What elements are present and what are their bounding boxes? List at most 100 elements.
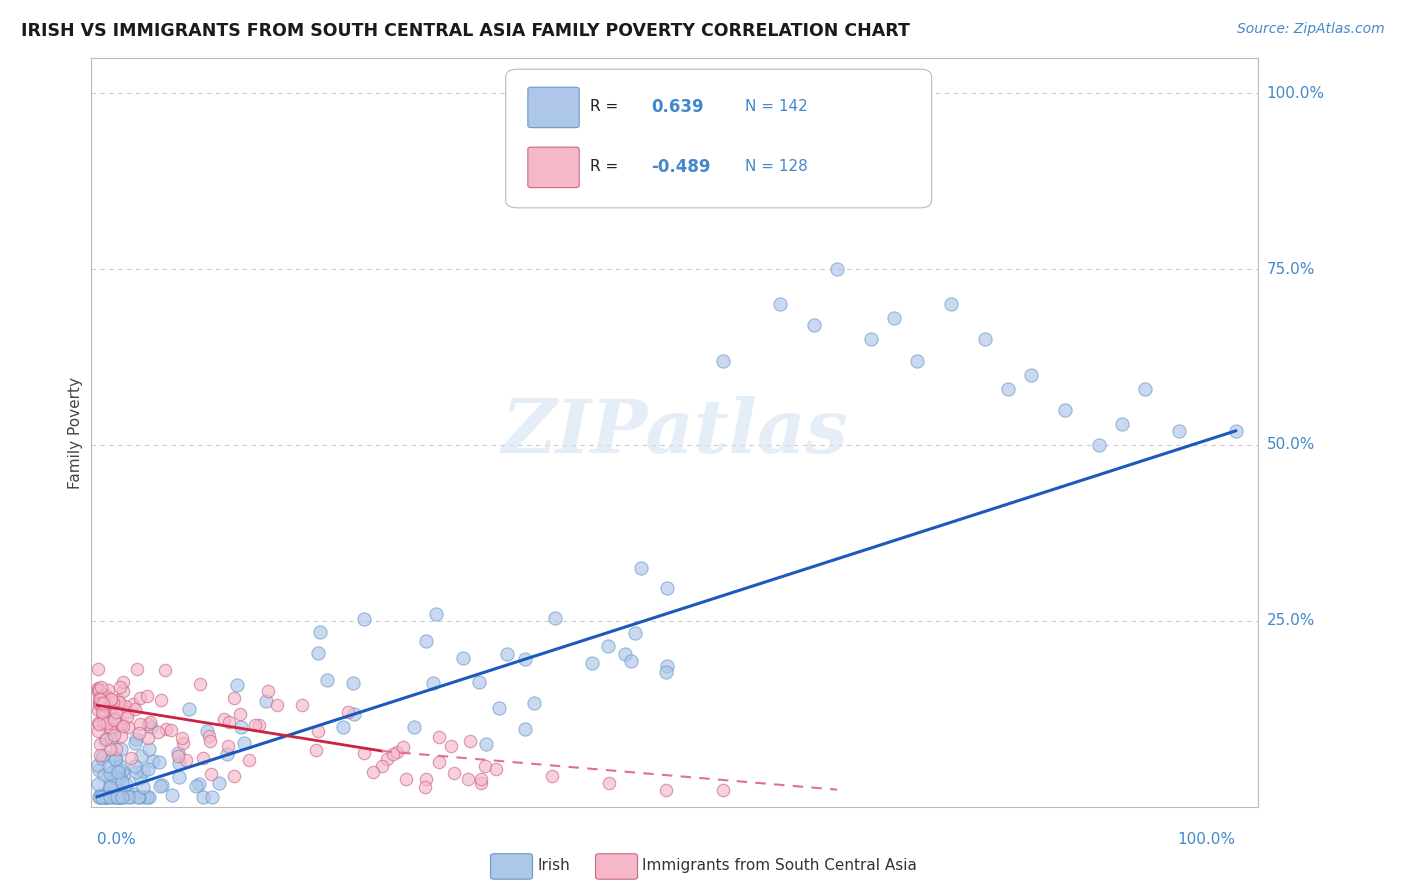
Point [343,707,366,722]
Point [128,789,150,804]
Point [100,692,122,706]
Point [467,674,489,689]
Point [89,788,111,802]
Point [415,772,437,786]
Point [91,751,114,765]
Point [191,751,214,765]
Point [91,747,114,762]
Point [89,692,111,706]
Point [247,717,270,731]
Point [124,735,146,749]
Point [87,776,110,790]
Point [107,692,129,706]
Point [100,789,122,804]
Point [115,777,138,791]
Point [111,789,134,804]
Point [193,789,215,804]
Point [392,739,415,754]
Point [101,788,124,802]
Point [89,717,111,731]
Point [167,756,190,771]
Point [93,707,115,722]
Point [974,332,997,346]
Point [307,646,329,660]
Point [475,737,498,751]
Point [440,739,463,754]
Point [94,706,117,721]
Point [105,761,128,775]
Text: 0.639: 0.639 [651,98,704,116]
Point [451,651,474,665]
Point [222,769,245,783]
Text: R =: R = [589,159,619,174]
Point [108,759,131,773]
Point [105,710,128,724]
FancyBboxPatch shape [527,87,579,128]
Point [238,753,260,767]
Point [110,784,132,798]
Point [128,690,150,705]
Point [117,789,139,804]
Point [91,690,114,704]
Point [91,689,114,703]
Point [96,720,118,734]
Point [457,772,479,787]
Point [197,729,219,743]
Point [104,752,127,766]
Point [107,774,129,789]
Point [128,725,150,739]
Point [87,716,110,731]
Point [415,633,437,648]
Point [167,749,190,764]
Point [1167,424,1189,438]
Text: R =: R = [589,99,619,114]
Point [315,673,337,688]
Point [620,654,643,668]
Point [305,743,328,757]
Point [100,692,122,706]
Point [87,696,110,710]
Point [229,707,252,722]
Point [138,731,160,746]
Point [89,737,111,751]
Point [103,713,125,727]
Text: -0.489: -0.489 [651,158,711,176]
Point [96,690,118,705]
Point [470,776,492,790]
Point [371,758,394,772]
Point [385,745,408,759]
Point [98,720,121,734]
Point [124,759,146,773]
Text: Irish: Irish [537,858,569,873]
Point [89,698,111,712]
Point [200,789,222,804]
Point [89,789,111,804]
Point [97,789,120,804]
Point [186,779,208,793]
Point [427,755,450,769]
Point [87,661,110,675]
Point [103,712,125,726]
Point [160,789,183,803]
Point [96,732,118,747]
Point [120,751,142,765]
Point [89,789,111,804]
Point [1225,424,1247,438]
Point [98,766,121,780]
Point [107,761,129,775]
FancyBboxPatch shape [527,147,579,187]
Text: 100.0%: 100.0% [1267,86,1324,101]
Point [1111,417,1133,431]
Point [103,695,125,709]
Point [149,692,172,706]
Point [91,706,114,721]
Point [217,739,239,753]
Point [413,780,436,794]
Point [353,612,375,626]
Point [307,723,329,738]
Point [425,607,447,621]
Point [90,789,112,804]
Point [107,789,129,804]
Point [107,789,129,804]
Point [474,759,496,773]
